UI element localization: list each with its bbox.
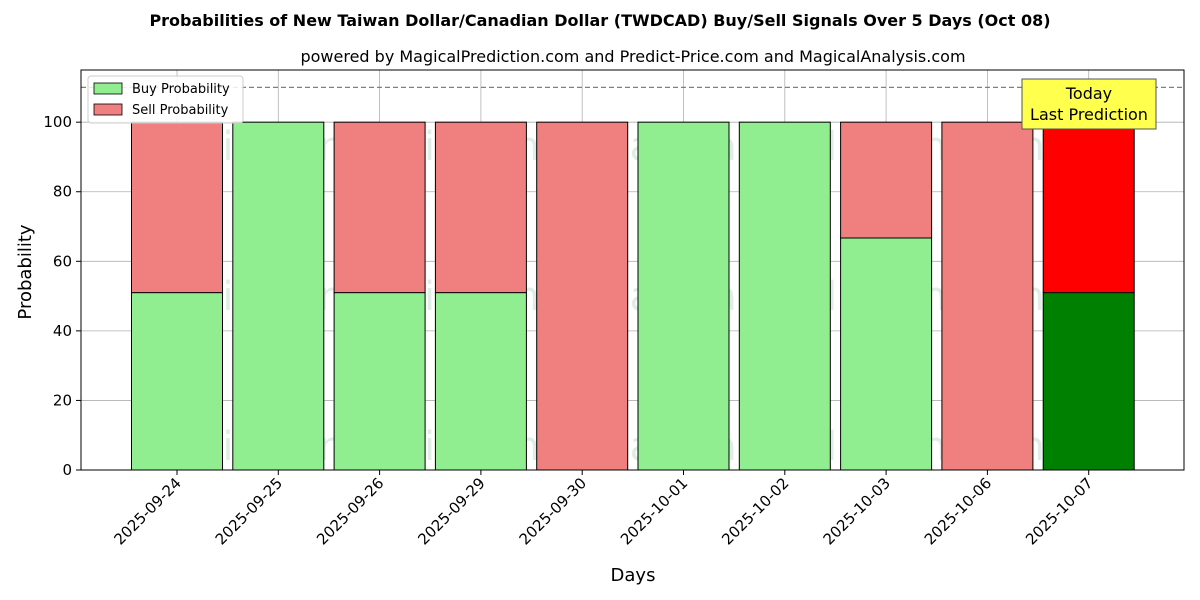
bars xyxy=(131,121,1135,471)
annotation-box xyxy=(1021,78,1157,130)
legend-sell-swatch xyxy=(93,103,123,116)
sell-bar xyxy=(840,121,933,239)
y-axis-label: Probability xyxy=(15,224,36,319)
annotation-line2: Last Prediction xyxy=(1030,105,1148,124)
buy-bar xyxy=(333,292,426,471)
chart-title: Probabilities of New Taiwan Dollar/Canad… xyxy=(149,11,1050,30)
annotation-line1: Today xyxy=(1065,84,1112,103)
x-tick-label: 2025-10-03 xyxy=(820,474,894,548)
x-axis: 2025-09-24 2025-09-25 2025-09-26 2025-09-29… xyxy=(110,470,1097,548)
sell-bar xyxy=(131,121,223,294)
buy-bar xyxy=(131,292,223,471)
y-tick-label: 20 xyxy=(53,391,72,409)
buy-bar xyxy=(840,237,933,471)
x-tick-label: 2025-09-25 xyxy=(212,474,286,548)
buy-bar xyxy=(738,121,831,471)
x-tick-label: 2025-10-07 xyxy=(1022,474,1096,548)
buy-bar xyxy=(637,121,730,471)
sell-bar xyxy=(536,121,629,471)
legend-sell-label: Sell Probability xyxy=(132,103,229,118)
y-tick-label: 80 xyxy=(53,183,72,201)
y-tick-label: 0 xyxy=(62,461,72,479)
x-tick-label: 2025-09-24 xyxy=(110,474,184,548)
x-tick-label: 2025-10-02 xyxy=(718,474,792,548)
x-tick-label: 2025-09-29 xyxy=(414,474,488,548)
y-tick-label: 40 xyxy=(53,322,72,340)
chart-subtitle: powered by MagicalPrediction.com and Pre… xyxy=(300,47,965,66)
sell-bar xyxy=(1042,121,1135,294)
legend: Buy Probability Sell Probability xyxy=(87,75,244,124)
buy-bar xyxy=(232,121,325,471)
today-annotation: Today Last Prediction xyxy=(1021,78,1157,130)
y-tick-label: 100 xyxy=(43,113,72,131)
sell-bar xyxy=(941,121,1034,471)
sell-bar xyxy=(333,121,426,294)
x-axis-label: Days xyxy=(611,565,656,586)
y-tick-label: 60 xyxy=(53,252,72,270)
x-tick-label: 2025-10-01 xyxy=(617,474,691,548)
x-tick-label: 2025-09-30 xyxy=(516,474,590,548)
legend-box xyxy=(87,75,244,124)
legend-buy-swatch xyxy=(93,82,123,95)
x-tick-label: 2025-10-06 xyxy=(921,474,995,548)
plot-frame xyxy=(80,69,1185,471)
legend-buy-label: Buy Probability xyxy=(132,82,230,97)
y-axis: 0 20 40 60 80 100 xyxy=(43,113,81,479)
sell-bar xyxy=(434,121,527,294)
buy-bar xyxy=(1042,292,1135,471)
buy-bar xyxy=(434,292,527,471)
x-tick-label: 2025-09-26 xyxy=(313,474,387,548)
